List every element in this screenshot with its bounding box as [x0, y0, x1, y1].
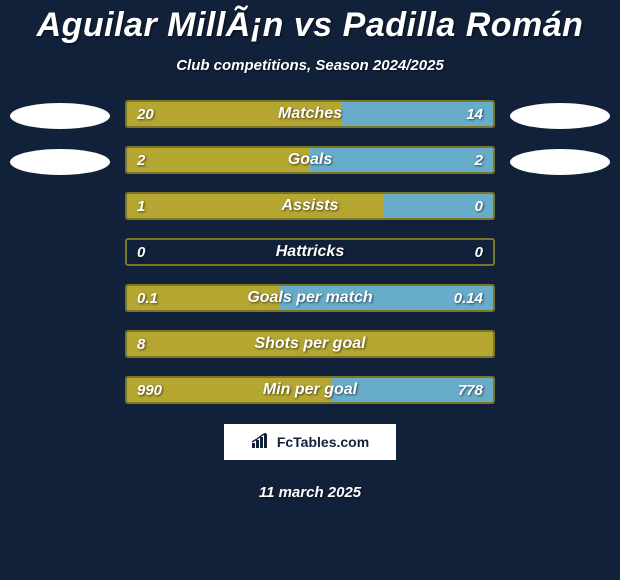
comparison-infographic: Aguilar MillÃ¡n vs Padilla Román Club co… [0, 0, 620, 580]
stat-row: 2014Matches [125, 100, 495, 128]
bar-left [127, 332, 493, 356]
player-marker-right [510, 103, 610, 129]
subtitle: Club competitions, Season 2024/2025 [0, 57, 620, 74]
bar-left [127, 378, 332, 402]
chart-icon [251, 433, 271, 452]
stat-row: 0 0Hattricks [125, 238, 495, 266]
bar-right [332, 378, 493, 402]
stat-row: 10Assists [125, 192, 495, 220]
bar-right [383, 194, 493, 218]
player-marker-left [10, 103, 110, 129]
footer-badge: FcTables.com [222, 422, 398, 462]
chart-area: 2014Matches 22Goals 10Assists 0 0Hattricks 0.… [0, 100, 620, 404]
stat-value-left: 0 [137, 240, 145, 264]
bar-left [127, 148, 310, 172]
stat-row: 8Shots per goal [125, 330, 495, 358]
bar-right [342, 102, 493, 126]
page-title: Aguilar MillÃ¡n vs Padilla Román [0, 0, 620, 45]
bar-left [127, 194, 383, 218]
bar-right [280, 286, 493, 310]
footer-text: FcTables.com [277, 434, 369, 450]
date-text: 11 march 2025 [0, 484, 620, 501]
stat-row: 22Goals [125, 146, 495, 174]
stat-row: 0.10.14Goals per match [125, 284, 495, 312]
bar-left [127, 286, 280, 310]
player-marker-left [10, 149, 110, 175]
stat-row: 990778Min per goal [125, 376, 495, 404]
bar-right [310, 148, 493, 172]
stat-label: Hattricks [127, 240, 493, 264]
bar-left [127, 102, 342, 126]
player-marker-right [510, 149, 610, 175]
stat-value-right: 0 [475, 240, 483, 264]
